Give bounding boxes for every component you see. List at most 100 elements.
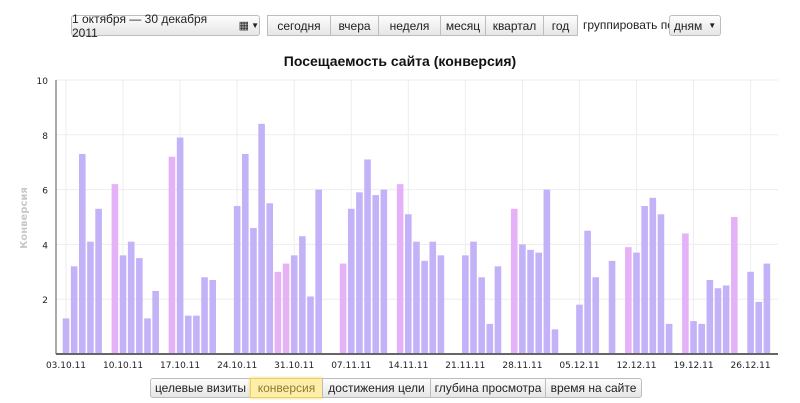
x-tick-label: 28.11.11: [502, 361, 542, 371]
bar[interactable]: [421, 260, 428, 354]
bar[interactable]: [274, 271, 282, 354]
period-year-button[interactable]: год: [543, 15, 578, 36]
bar[interactable]: [714, 288, 722, 354]
bar[interactable]: [307, 296, 314, 354]
bar[interactable]: [95, 208, 102, 354]
bar[interactable]: [486, 323, 494, 354]
tab-goal-visits[interactable]: целевые визиты: [150, 378, 251, 398]
period-week-button[interactable]: неделя: [378, 15, 441, 36]
bar[interactable]: [535, 252, 542, 354]
bar[interactable]: [396, 184, 404, 354]
bar[interactable]: [184, 315, 192, 354]
bar[interactable]: [209, 280, 216, 354]
bar[interactable]: [543, 189, 551, 354]
bar[interactable]: [706, 280, 714, 354]
bar[interactable]: [380, 189, 388, 354]
x-tick-label: 19.12.11: [674, 361, 714, 371]
date-range-button[interactable]: 1 октября — 30 декабря 2011 ▦ ▼: [71, 12, 260, 40]
period-quarter-button[interactable]: квартал: [485, 15, 544, 36]
bar[interactable]: [405, 214, 412, 354]
bar[interactable]: [127, 241, 135, 354]
bar[interactable]: [470, 241, 477, 354]
bar[interactable]: [690, 321, 697, 354]
x-tick-label: 17.10.11: [160, 361, 200, 371]
bar[interactable]: [576, 304, 583, 354]
bar[interactable]: [682, 233, 689, 354]
y-tick-label: 2: [42, 296, 48, 306]
y-tick-label: 6: [42, 187, 48, 197]
bar[interactable]: [144, 318, 151, 354]
bar[interactable]: [282, 263, 290, 354]
tab-conversion[interactable]: конверсия: [250, 378, 323, 398]
bar[interactable]: [193, 315, 200, 354]
bar[interactable]: [478, 277, 485, 354]
bar[interactable]: [347, 208, 355, 354]
bar[interactable]: [364, 159, 371, 354]
bar[interactable]: [290, 255, 298, 354]
bar[interactable]: [70, 266, 78, 354]
bar[interactable]: [608, 260, 616, 354]
x-tick-label: 05.12.11: [559, 361, 599, 371]
x-tick-label: 24.10.11: [217, 361, 257, 371]
bar[interactable]: [437, 255, 445, 354]
bar[interactable]: [315, 189, 322, 354]
tab-goal-reaches[interactable]: достижения цели: [322, 378, 431, 398]
bar[interactable]: [119, 255, 127, 354]
bar[interactable]: [755, 301, 763, 354]
bar[interactable]: [494, 266, 502, 354]
bar[interactable]: [551, 329, 559, 354]
bar[interactable]: [584, 230, 591, 354]
bar[interactable]: [641, 206, 648, 354]
bar[interactable]: [339, 263, 347, 354]
bar[interactable]: [372, 195, 379, 354]
bar[interactable]: [87, 241, 94, 354]
y-tick-label: 8: [42, 132, 48, 142]
bar[interactable]: [698, 323, 705, 354]
bar[interactable]: [176, 137, 184, 354]
bar[interactable]: [242, 153, 249, 354]
bar[interactable]: [299, 236, 306, 354]
tab-view-depth[interactable]: глубина просмотра: [430, 378, 546, 398]
chart-title: Посещаемость сайта (конверсия): [283, 53, 517, 69]
x-tick-label: 03.10.11: [46, 361, 86, 371]
x-tick-label: 10.10.11: [103, 361, 143, 371]
tab-time-on-site[interactable]: время на сайте: [545, 378, 642, 398]
bar[interactable]: [649, 197, 657, 354]
bar[interactable]: [266, 203, 274, 354]
y-tick-label: 10: [37, 77, 49, 87]
bar[interactable]: [136, 258, 143, 354]
bar[interactable]: [233, 206, 241, 354]
bar[interactable]: [665, 323, 673, 354]
bar[interactable]: [201, 277, 208, 354]
bar[interactable]: [152, 290, 159, 354]
bar[interactable]: [111, 184, 119, 354]
bar[interactable]: [633, 252, 640, 354]
bar[interactable]: [258, 123, 265, 354]
bar[interactable]: [429, 241, 437, 354]
bar[interactable]: [722, 285, 730, 355]
bar[interactable]: [763, 263, 771, 354]
bar[interactable]: [62, 318, 70, 354]
bar[interactable]: [250, 227, 257, 354]
bar[interactable]: [462, 255, 469, 354]
bar[interactable]: [731, 217, 738, 354]
bar[interactable]: [168, 156, 176, 354]
bar[interactable]: [592, 277, 600, 354]
bar[interactable]: [413, 241, 420, 354]
period-month-button[interactable]: месяц: [440, 15, 486, 36]
bar[interactable]: [657, 214, 665, 354]
bar[interactable]: [519, 244, 526, 354]
bar[interactable]: [527, 249, 534, 354]
bar[interactable]: [356, 192, 363, 354]
bar[interactable]: [747, 271, 754, 354]
chevron-down-icon: ▼: [708, 21, 717, 30]
bar[interactable]: [625, 247, 632, 354]
chevron-down-icon: ▼: [251, 21, 259, 30]
period-today-button[interactable]: сегодня: [267, 15, 331, 36]
x-tick-label: 07.11.11: [331, 361, 371, 371]
group-by-dropdown[interactable]: дням ▼: [669, 15, 721, 36]
y-tick-label: 4: [42, 241, 48, 251]
bar[interactable]: [510, 208, 518, 354]
x-tick-label: 21.11.11: [445, 361, 485, 371]
bar[interactable]: [79, 153, 86, 354]
